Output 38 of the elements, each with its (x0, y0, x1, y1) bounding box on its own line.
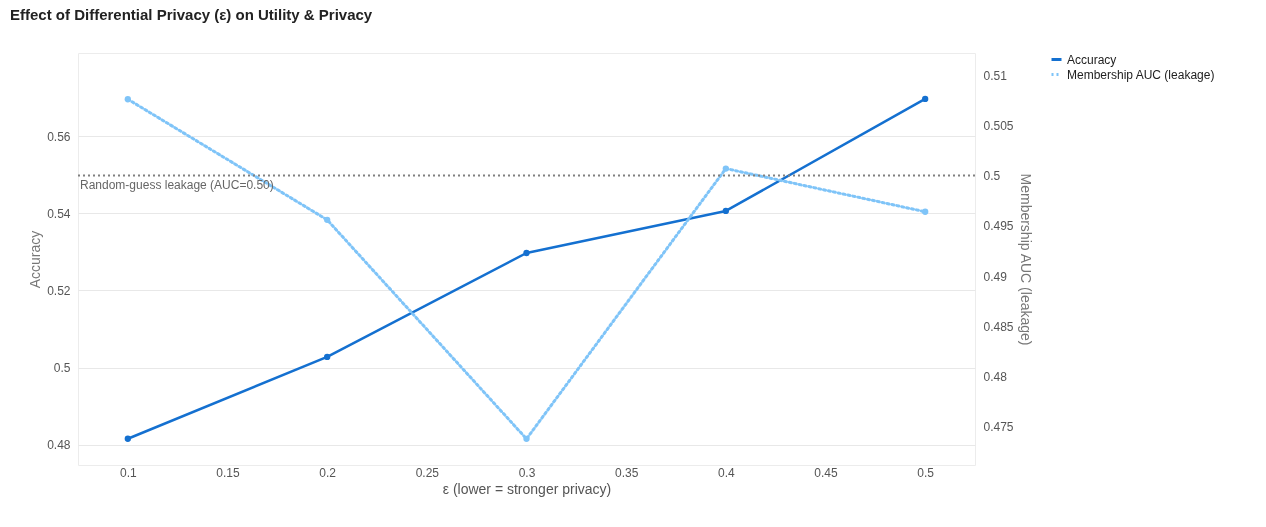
y-tick-label: 0.54 (47, 206, 71, 221)
y-tick-label: 0.56 (47, 129, 71, 144)
point (124, 435, 131, 442)
y2-tick-label: 0.5 (983, 169, 1001, 184)
y2-tick-label: 0.475 (983, 420, 1014, 435)
point (922, 95, 929, 103)
y-tick-label: 0.48 (47, 438, 71, 453)
y2-tick-label: 0.51 (983, 68, 1008, 83)
chart-title: Effect of Differential Privacy (ε) on Utility & Privacy (10, 6, 373, 23)
y-tick-label: 0.5 (53, 361, 71, 376)
y-axis-title: Accuracy (27, 230, 44, 289)
x-tick-label: 0.35 (614, 465, 639, 480)
x-tick-label: 0.3 (518, 465, 536, 480)
point (523, 435, 530, 443)
x-tick-label: 0.1 (119, 465, 137, 480)
point (722, 165, 729, 172)
y-tick-label: 0.52 (47, 283, 71, 298)
x-tick-label: 0.5 (917, 465, 935, 480)
legend-label: Accuracy (1067, 52, 1117, 67)
point (722, 207, 729, 215)
point (922, 208, 929, 215)
point (324, 216, 331, 223)
y2-tick-label: 0.495 (983, 219, 1014, 234)
x-tick-label: 0.4 (717, 465, 735, 480)
y2-tick-label: 0.49 (983, 269, 1008, 284)
x-tick-label: 0.45 (814, 465, 838, 480)
x-axis-title: ε (lower = stronger privacy) (442, 480, 612, 497)
point (124, 96, 131, 103)
y2-tick-label: 0.485 (983, 319, 1014, 334)
y2-tick-label: 0.505 (983, 118, 1014, 133)
x-tick-label: 0.25 (415, 465, 440, 480)
x-tick-label: 0.2 (319, 465, 337, 480)
y2-tick-label: 0.48 (983, 370, 1008, 385)
point (523, 249, 530, 257)
legend-label: Membership AUC (leakage) (1067, 67, 1215, 82)
point (324, 353, 331, 361)
y2-axis-title: Membership AUC (leakage) (1017, 173, 1034, 346)
x-tick-label: 0.15 (216, 465, 240, 480)
